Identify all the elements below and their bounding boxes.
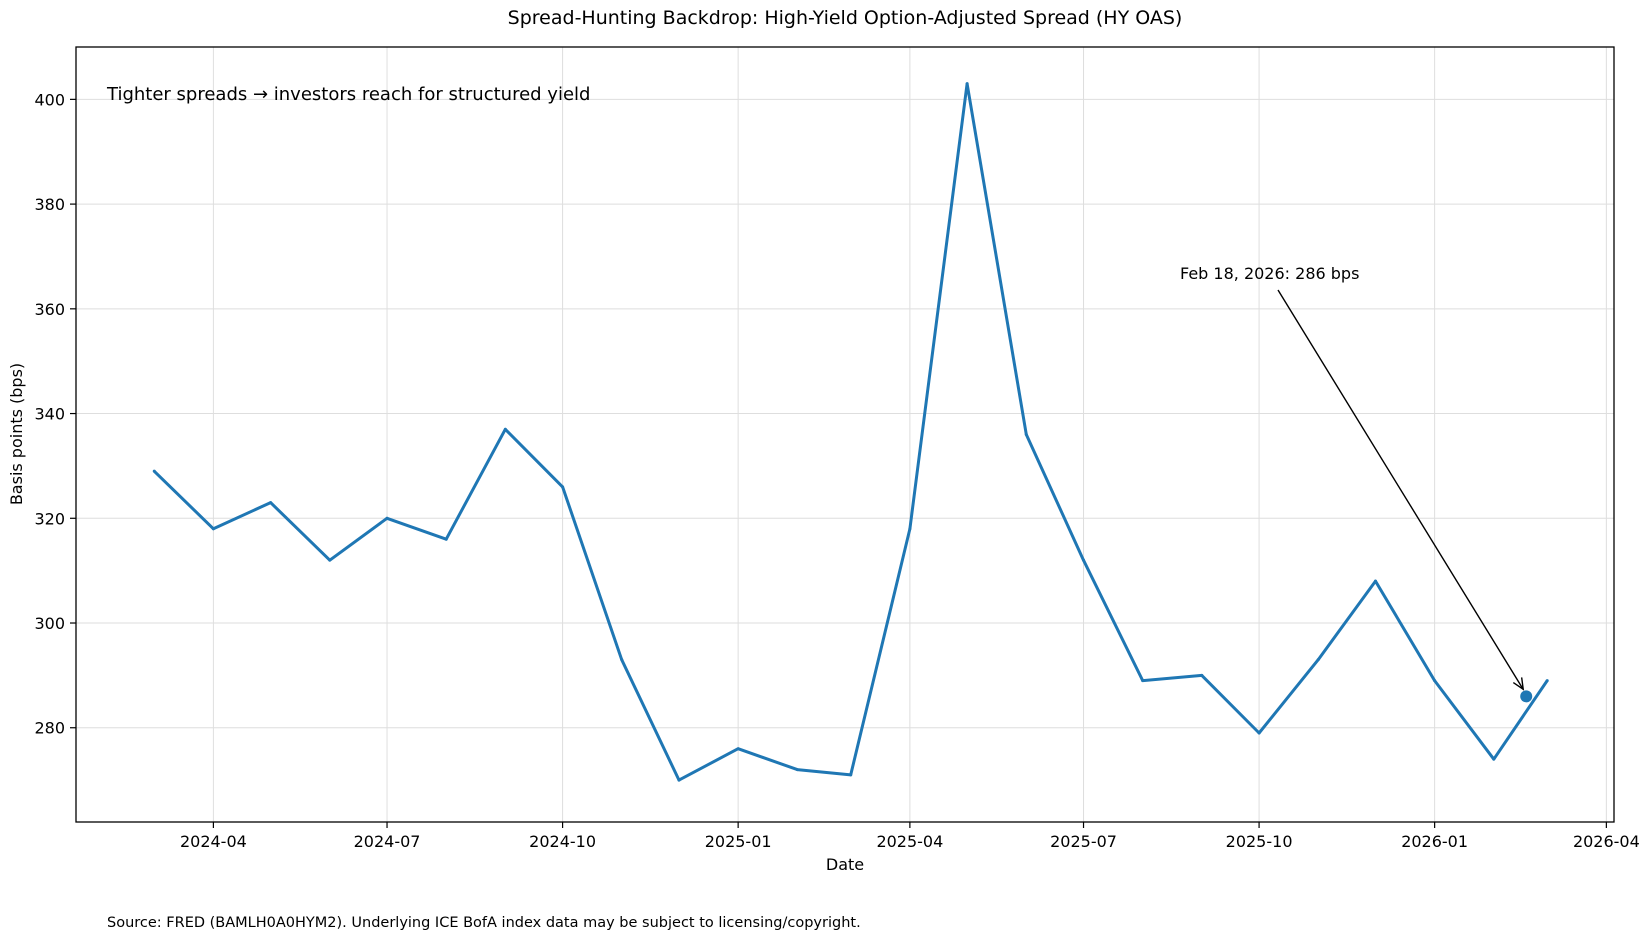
y-tick-label: 400 — [34, 90, 65, 109]
data-point — [1433, 679, 1437, 683]
x-tick-label: 2025-10 — [1226, 832, 1293, 851]
x-tick-label: 2024-07 — [354, 832, 421, 851]
y-tick-label: 280 — [34, 719, 65, 738]
data-point — [1316, 658, 1320, 662]
plot-area-frame — [75, 46, 1615, 823]
x-tick-label: 2024-10 — [529, 832, 596, 851]
x-tick-label: 2026-01 — [1401, 832, 1468, 851]
data-point — [1373, 579, 1377, 583]
x-tick-label: 2025-01 — [705, 832, 772, 851]
data-point — [1492, 757, 1496, 761]
x-tick-label: 2024-04 — [180, 832, 247, 851]
data-point — [795, 768, 799, 772]
series-layer — [152, 82, 1549, 782]
data-point — [1141, 679, 1145, 683]
annotation-label: Feb 18, 2026: 286 bps — [1180, 264, 1359, 283]
data-point — [1545, 679, 1549, 683]
highlight-point — [1520, 690, 1533, 703]
data-point — [849, 773, 853, 777]
y-axis-label: Basis points (bps) — [7, 363, 26, 505]
data-point — [1024, 433, 1028, 436]
source-note: Source: FRED (BAMLH0A0HYM2). Underlying … — [107, 915, 861, 931]
annotation-layer — [1277, 289, 1533, 703]
y-tick-label: 300 — [34, 614, 65, 633]
data-point — [503, 427, 507, 431]
x-tick-label: 2025-07 — [1050, 832, 1117, 851]
x-tick-label: 2026-04 — [1573, 832, 1640, 851]
data-point — [328, 558, 332, 562]
chart-title: Spread-Hunting Backdrop: High-Yield Opti… — [508, 7, 1183, 29]
data-point — [908, 527, 912, 531]
y-tick-label: 360 — [34, 300, 65, 319]
axis-layer: 2024-04 2024-07 2024-10 2025-01 2025-04 2025-… — [34, 90, 1639, 851]
data-point — [620, 658, 624, 662]
data-point — [152, 469, 156, 473]
data-point — [444, 537, 448, 541]
data-point — [211, 527, 215, 531]
y-tick-label: 340 — [34, 405, 65, 424]
y-tick-label: 320 — [34, 509, 65, 528]
y-tick-label: 380 — [34, 195, 65, 214]
data-point — [1257, 731, 1261, 735]
annotation-arrowhead — [1512, 677, 1525, 691]
data-point — [1082, 558, 1086, 562]
x-axis-label: Date — [826, 855, 864, 874]
data-point — [736, 747, 740, 751]
chart-note: Tighter spreads → investors reach for st… — [106, 84, 590, 105]
grid-layer — [76, 47, 1614, 822]
x-tick-label: 2025-04 — [876, 832, 943, 851]
data-point — [385, 516, 389, 520]
data-point — [269, 501, 273, 505]
data-point — [1200, 673, 1204, 677]
data-point — [965, 82, 969, 86]
data-point — [677, 778, 681, 782]
annotation-arrow — [1277, 289, 1524, 690]
data-point — [561, 485, 565, 489]
